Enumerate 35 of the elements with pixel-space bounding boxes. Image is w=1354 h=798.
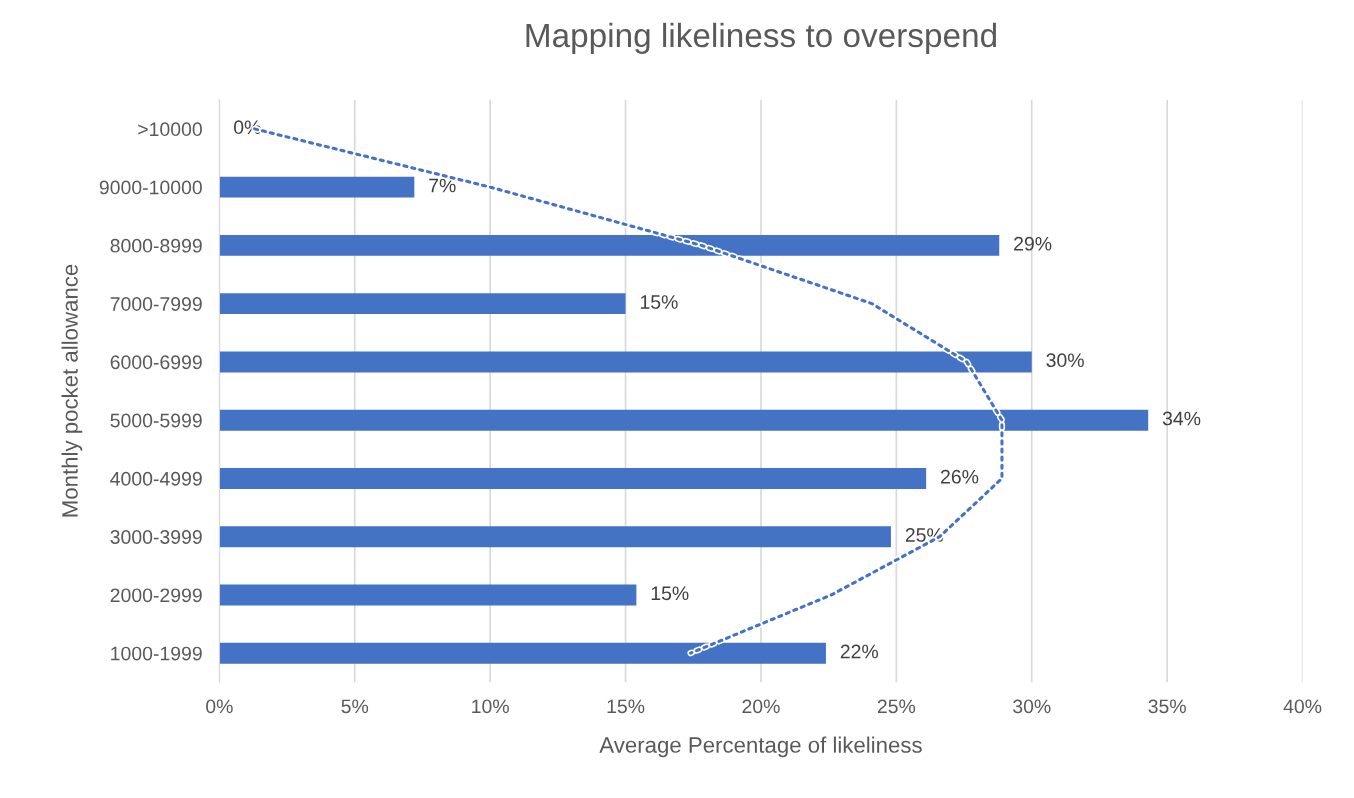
x-tick-label: 10% [472,699,509,714]
y-tick-label: 2000-2999 [110,588,202,603]
y-axis-title: Monthly pocket allowance [61,264,83,517]
chart-title: Mapping likeliness to overspend [526,22,996,54]
bar [219,293,626,315]
data-label: 7% [429,178,456,193]
x-tick-label: 25% [877,699,916,714]
x-tick-label: 40% [1283,699,1322,714]
x-tick-label: 30% [1013,699,1051,714]
x-tick-label: 5% [341,699,369,714]
y-tick-label: 8000-8999 [110,238,202,253]
y-tick-label: 6000-6999 [110,355,202,370]
data-label: 34% [1162,411,1201,426]
x-tick-label: 15% [607,699,645,714]
data-label: 30% [1046,353,1084,368]
y-tick-label: 5000-5999 [110,413,202,428]
y-tick-label: 1000-1999 [111,646,202,661]
data-label: 26% [941,469,979,484]
data-label: 15% [640,295,678,309]
y-tick-label: 7000-7999 [110,297,202,311]
data-label: 29% [1014,236,1052,251]
y-tick-label: 9000-10000 [99,180,202,195]
data-label: 15% [651,586,689,601]
x-tick-label: 35% [1148,699,1186,714]
x-tick-label: 0% [206,699,233,714]
y-tick-label: >10000 [138,122,202,137]
bar [219,584,637,606]
bar [219,526,891,548]
y-tick-label: 3000-3999 [110,530,202,544]
data-label: 22% [840,644,879,659]
x-axis-title: Average Percentage of likeliness [599,736,922,758]
x-tick-label: 20% [742,699,780,714]
bar [219,176,415,198]
y-tick-label: 4000-4999 [110,471,202,486]
bar [219,467,927,489]
